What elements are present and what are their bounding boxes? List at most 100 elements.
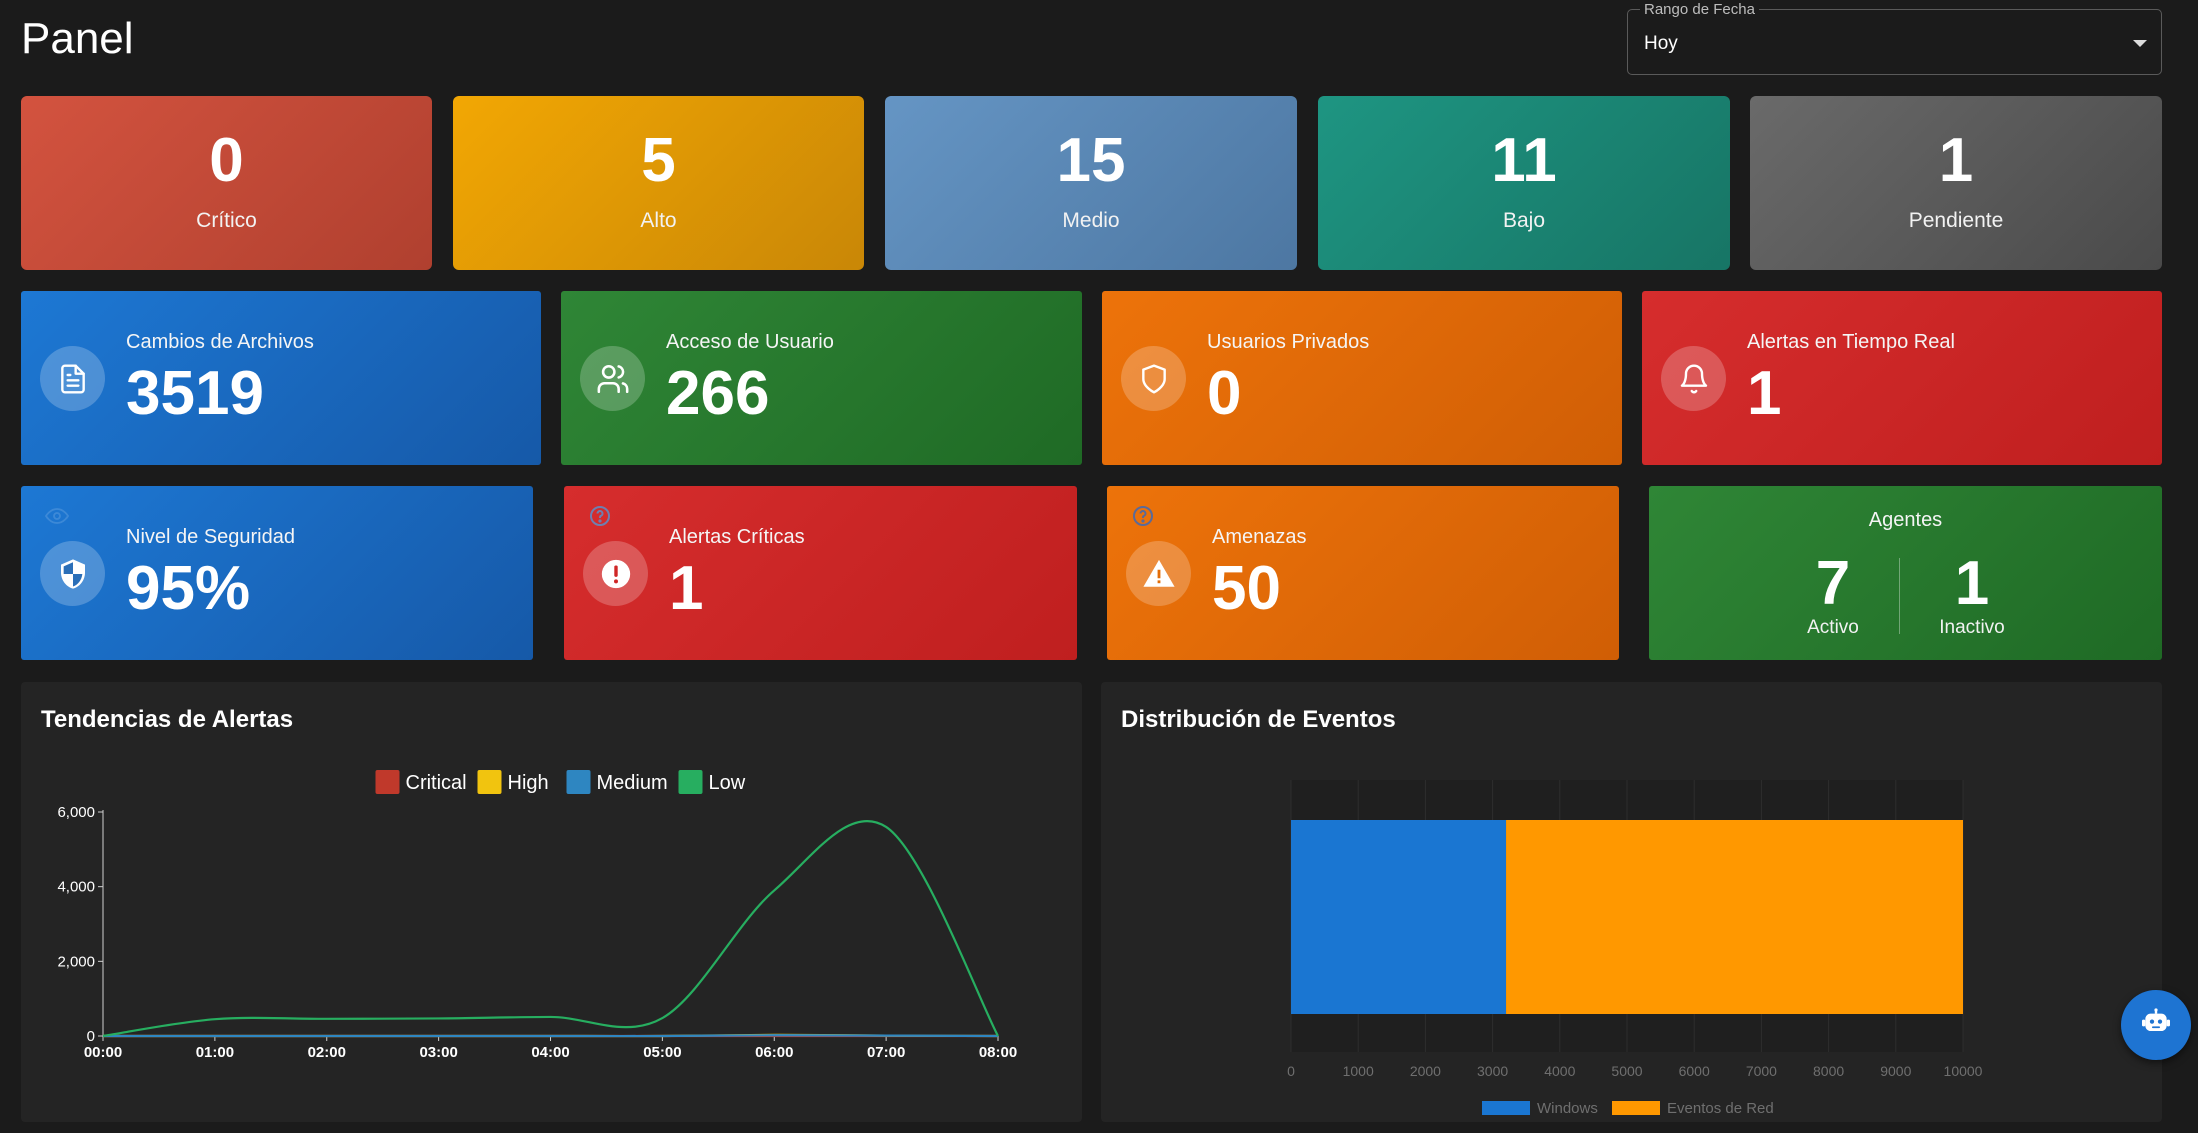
bell-icon [1661,346,1726,411]
severity-label: Medio [1062,209,1120,232]
assistant-button[interactable] [2121,990,2191,1060]
legend-swatch-medium [566,770,591,794]
severity-label: Crítico [196,209,257,232]
agents-card[interactable]: Agentes 7 Activo 1 Inactivo [1649,486,2162,660]
y-tick-label: 6,000 [57,804,95,821]
legend-label-critical: Critical [406,772,467,794]
bar-segment-windows [1291,820,1507,1014]
legend-label-eventos-de-red: Eventos de Red [1667,1100,1774,1117]
x-tick-label: 9000 [1880,1063,1911,1079]
agents-active-label: Activo [1807,617,1859,638]
event-distribution-title: Distribución de Eventos [1121,706,1396,733]
y-tick-label: 2,000 [57,953,95,970]
date-range-select[interactable]: Rango de Fecha Hoy [1627,1,2162,75]
legend-label-windows: Windows [1537,1100,1598,1117]
legend-swatch-eventos-de-red [1612,1101,1660,1115]
legend-label-low: Low [709,772,746,794]
security-shield-icon [40,541,105,606]
page-title: Panel [21,14,134,63]
users-icon [580,346,645,411]
help-icon[interactable] [1131,504,1155,528]
x-tick-label: 5000 [1611,1063,1642,1079]
stat-value: 1 [669,554,704,623]
x-tick-label: 07:00 [867,1044,905,1061]
x-tick-label: 03:00 [419,1044,457,1061]
x-tick-label: 00:00 [84,1044,122,1061]
x-tick-label: 8000 [1813,1063,1844,1079]
x-tick-label: 01:00 [196,1044,234,1061]
warning-triangle-icon [1126,541,1191,606]
stat-card-security-level[interactable]: Nivel de Seguridad 95% [21,486,533,660]
stat-card-user-access[interactable]: Acceso de Usuario 266 [561,291,1082,465]
stat-card-private-users[interactable]: Usuarios Privados 0 [1102,291,1622,465]
chevron-down-icon [2133,40,2147,47]
series-line-medium [102,1034,999,1038]
stat-card-threats[interactable]: Amenazas 50 [1107,486,1619,660]
help-icon[interactable] [588,504,612,528]
legend-label-medium: Medium [597,772,668,794]
x-tick-label: 02:00 [308,1044,346,1061]
legend-swatch-high [477,770,502,794]
severity-label: Pendiente [1908,209,2004,232]
alert-circle-icon [583,541,648,606]
x-tick-label: 04:00 [531,1044,569,1061]
stat-value: 50 [1212,554,1281,623]
date-range-value: Hoy [1644,33,1678,54]
x-tick-label: 2000 [1410,1063,1441,1079]
x-tick-label: 05:00 [643,1044,681,1061]
bar-segment-eventos-de-red [1506,820,1963,1014]
severity-label: Bajo [1502,209,1546,232]
stat-label: Cambios de Archivos [126,331,314,353]
severity-label: Alto [640,209,677,232]
stat-value: 1 [1747,359,1782,428]
stat-label: Alertas Críticas [669,526,805,548]
stat-value: 0 [1207,359,1242,428]
severity-card-medium[interactable]: 15 Medio [885,96,1297,270]
event-distribution-panel: Distribución de Eventos 0 1000 2000 3000 400… [1101,682,2162,1122]
x-tick-label: 7000 [1746,1063,1777,1079]
legend-swatch-critical [375,770,400,794]
severity-card-pending[interactable]: 1 Pendiente [1750,96,2162,270]
stat-card-critical-alerts[interactable]: Alertas Críticas 1 [564,486,1077,660]
y-tick-label: 0 [87,1028,95,1045]
severity-count: 5 [641,126,676,195]
eye-icon[interactable] [44,504,70,528]
x-tick-label: 08:00 [979,1044,1017,1061]
severity-card-critical[interactable]: 0 Crítico [21,96,432,270]
stat-card-file-changes[interactable]: Cambios de Archivos 3519 [21,291,541,465]
alert-trends-panel: Tendencias de Alertas Critical High Medium… [21,682,1082,1122]
agents-active-count: 7 [1815,549,1851,618]
severity-count: 0 [209,126,244,195]
stat-label: Nivel de Seguridad [126,526,295,548]
x-tick-label: 1000 [1343,1063,1374,1079]
x-tick-label: 10000 [1944,1063,1983,1079]
severity-count: 15 [1056,126,1126,195]
stat-label: Alertas en Tiempo Real [1747,331,1955,353]
x-tick-label: 0 [1287,1063,1295,1079]
severity-card-high[interactable]: 5 Alto [453,96,864,270]
alert-trends-title: Tendencias de Alertas [41,706,294,733]
x-tick-label: 3000 [1477,1063,1508,1079]
legend-swatch-windows [1482,1101,1530,1115]
stat-label: Usuarios Privados [1207,331,1370,353]
stat-card-realtime-alerts[interactable]: Alertas en Tiempo Real 1 [1642,291,2162,465]
stat-value: 3519 [126,359,264,428]
agents-inactive-count: 1 [1954,549,1990,618]
severity-count: 11 [1491,126,1557,195]
robot-icon [2140,1007,2172,1044]
stat-value: 266 [666,359,770,428]
shield-icon [1121,346,1186,411]
series-line-low [102,819,999,1038]
x-tick-label: 6000 [1679,1063,1710,1079]
date-range-label: Rango de Fecha [1640,1,1759,18]
agents-inactive-label: Inactivo [1939,617,2005,638]
x-tick-label: 4000 [1544,1063,1575,1079]
event-distribution-chart: 0 1000 2000 3000 4000 5000 6000 7000 8000 9000 100… [1287,780,1983,1117]
agents-divider [1899,558,1900,634]
file-document-icon [40,346,105,411]
severity-card-low[interactable]: 11 Bajo [1318,96,1730,270]
x-tick-label: 06:00 [755,1044,793,1061]
y-tick-label: 4,000 [57,879,95,896]
agents-title: Agentes [1868,509,1943,531]
legend-label-high: High [508,772,549,794]
